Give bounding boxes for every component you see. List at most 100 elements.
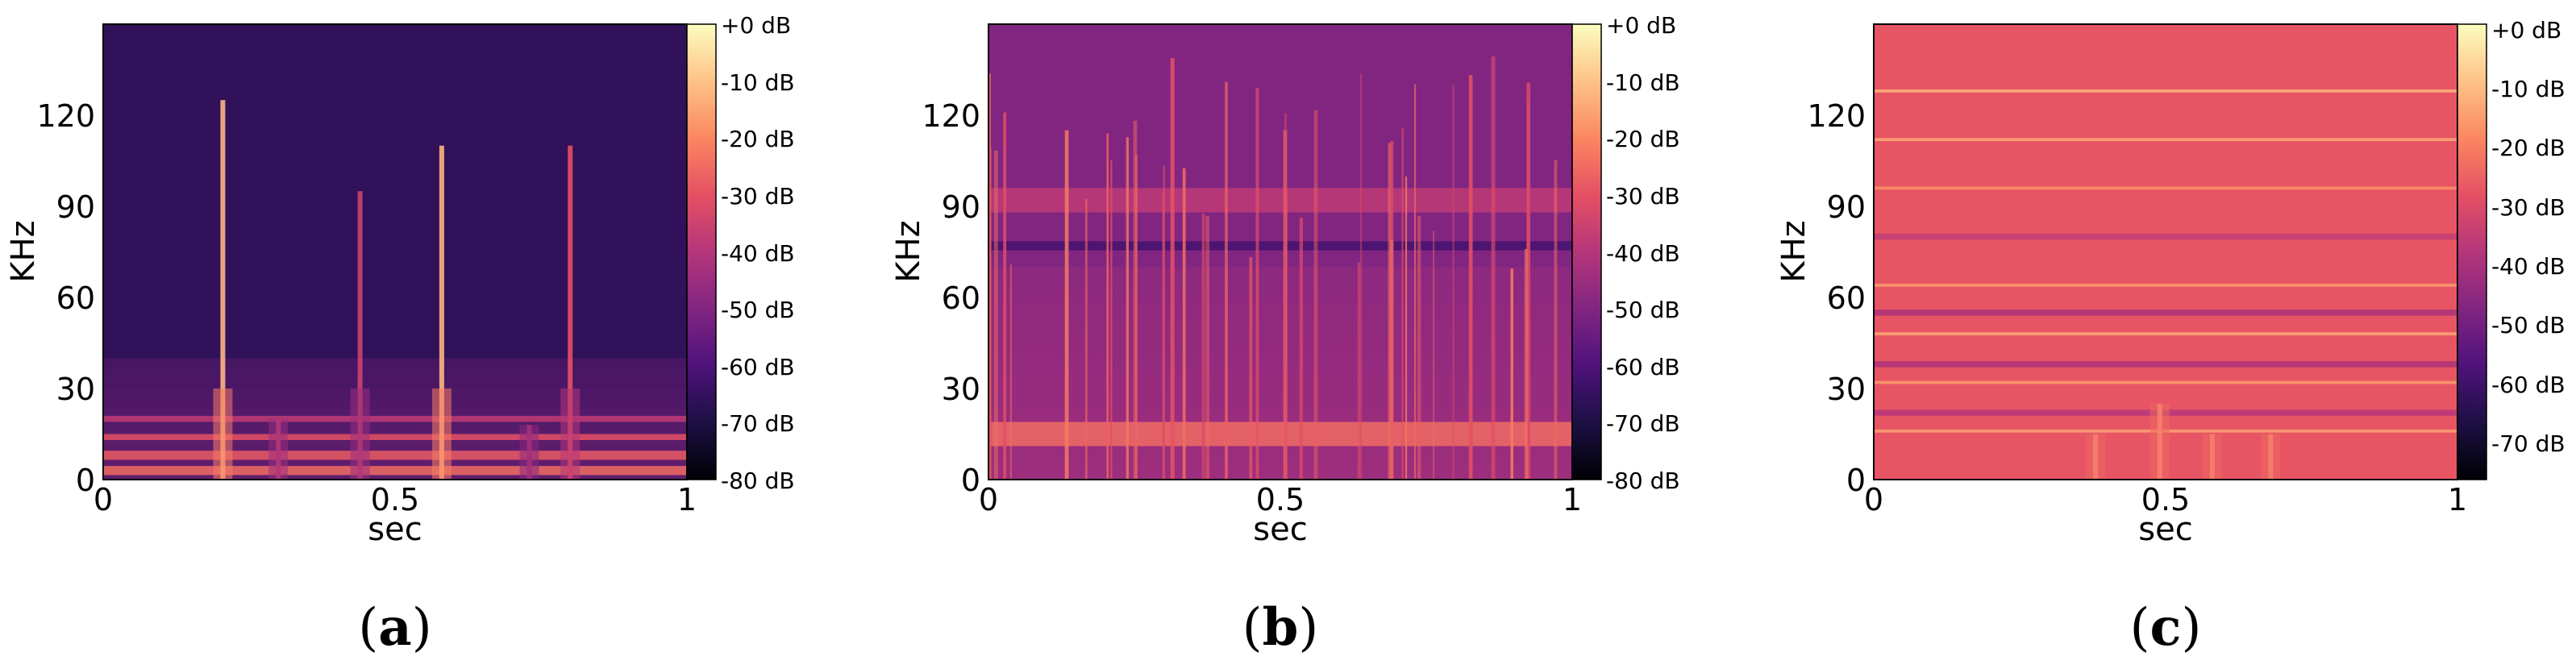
click-line [1163, 165, 1165, 480]
horizontal-band [1874, 310, 2457, 316]
vertical-event-glow [2149, 403, 2170, 480]
colorbar-tick-label: -40 dB [1606, 240, 1680, 267]
horizontal-band [1874, 186, 2457, 190]
colorbar-a-ticks: +0 dB -10 dB -20 dB -30 dB -40 dB -50 dB… [721, 12, 795, 494]
click-line [1510, 268, 1513, 480]
colorbar-c-ticks: +0 dB -10 dB -20 dB -30 dB -40 dB -50 dB… [2491, 17, 2566, 457]
colorbar-tick-label: +0 dB [2491, 17, 2561, 44]
x-axis-label: sec [368, 511, 422, 548]
colorbar-tick-label: -30 dB [721, 183, 795, 210]
colorbar-c [2457, 23, 2487, 480]
colorbar-tick-label: -50 dB [1606, 297, 1680, 323]
click-line [1389, 239, 1394, 480]
vertical-event-glow [2202, 434, 2222, 480]
x-tick-label: 1 [1563, 482, 1582, 517]
spectrogram-a-y-ticks: 0 30 60 90 120 [36, 98, 95, 498]
y-tick-label: 90 [1827, 189, 1866, 225]
click-line [1106, 133, 1109, 480]
click-line [1414, 84, 1417, 480]
y-tick-label: 120 [922, 98, 980, 134]
colorbar-tick-label: -50 dB [721, 297, 795, 323]
spectrogram-a-heat [103, 100, 687, 480]
colorbar-tick-label: +0 dB [1606, 12, 1676, 39]
spectrogram-a-x-ticks: 0 0.5 1 [94, 482, 697, 517]
click-line [1360, 73, 1363, 480]
horizontal-band [103, 451, 687, 460]
click-line [1554, 160, 1558, 480]
energy-band [988, 267, 1572, 285]
spectrogram-c-x-ticks: 0 0.5 1 [1864, 482, 2467, 517]
colorbar-tick-label: -30 dB [2491, 194, 2566, 221]
panel-label-c: (c) [2130, 597, 2202, 658]
vertical-event-glow [268, 418, 289, 480]
colorbar-tick-label: -80 dB [1606, 467, 1680, 494]
x-tick-label: 0 [979, 482, 998, 517]
horizontal-band [1874, 284, 2457, 287]
click-line [1299, 217, 1303, 480]
energy-band [988, 462, 1572, 480]
colorbar-tick-label: -70 dB [2491, 430, 2566, 457]
energy-band [988, 302, 1572, 321]
horizontal-band [988, 422, 1572, 447]
click-line [1313, 110, 1318, 480]
click-line [1009, 264, 1012, 480]
spectrogram-b-x-ticks: 0 0.5 1 [979, 482, 1582, 517]
colorbar-tick-label: -40 dB [2491, 253, 2566, 280]
colorbar-tick-label: -20 dB [1606, 126, 1680, 152]
x-tick-label: 1 [2448, 482, 2467, 517]
click-line [1524, 248, 1528, 480]
energy-band [988, 391, 1572, 409]
click-line [1126, 137, 1129, 480]
horizontal-band [988, 241, 1572, 251]
click-line [1405, 176, 1408, 480]
y-tick-label: 30 [56, 372, 95, 407]
spectrogram-panel-b: 0 30 60 90 120 0 0.5 1 sec KHz +0 dB -10… [890, 12, 1680, 658]
vertical-event-glow [2086, 434, 2106, 480]
colorbar-b-ticks: +0 dB -10 dB -20 dB -30 dB -40 dB -50 dB… [1606, 12, 1680, 494]
click-line [993, 150, 998, 480]
horizontal-band [103, 466, 687, 476]
y-tick-label: 30 [1827, 372, 1866, 407]
vertical-event-glow [431, 389, 452, 480]
click-line [1084, 198, 1088, 480]
click-line [1284, 113, 1287, 480]
energy-band [103, 358, 687, 368]
spectrogram-b-heat [988, 56, 1572, 480]
vertical-event-glow [350, 389, 370, 480]
y-tick-label: 90 [56, 189, 95, 225]
vertical-event-glow [213, 389, 233, 480]
energy-band [988, 285, 1572, 303]
click-line [1255, 87, 1259, 480]
colorbar-tick-label: -70 dB [1606, 410, 1680, 437]
y-tick-label: 30 [942, 372, 980, 407]
energy-band [103, 368, 687, 379]
energy-band [988, 320, 1572, 339]
horizontal-band [1874, 138, 2457, 142]
spectrogram-b-y-ticks: 0 30 60 90 120 [922, 98, 980, 498]
click-line [1110, 160, 1113, 480]
y-tick-label: 60 [942, 280, 980, 316]
vertical-event-glow [519, 425, 539, 480]
y-tick-label: 120 [1807, 98, 1866, 134]
colorbar-tick-label: -60 dB [2491, 372, 2566, 398]
panel-letter: c [2150, 597, 2182, 658]
click-line [1201, 214, 1205, 480]
x-tick-label: 0 [94, 482, 113, 517]
x-tick-label: 0.5 [371, 482, 419, 517]
horizontal-band [1874, 380, 2457, 384]
y-tick-label: 90 [942, 189, 980, 225]
y-tick-label: 0 [961, 463, 980, 498]
click-line [989, 148, 992, 480]
y-axis-label: KHz [1775, 220, 1812, 282]
energy-band [988, 444, 1572, 463]
colorbar-tick-label: -60 dB [721, 354, 795, 380]
colorbar-tick-label: -20 dB [721, 126, 795, 152]
energy-band [988, 355, 1572, 374]
horizontal-band [1874, 361, 2457, 368]
click-line [1283, 130, 1288, 480]
spectrogram-panel-a: 0 30 60 90 120 0 0.5 1 sec KHz +0 dB -10… [5, 12, 795, 658]
y-tick-label: 0 [76, 463, 95, 498]
colorbar-b [1571, 23, 1602, 480]
panel-letter: a [378, 597, 411, 658]
vertical-event-glow [560, 389, 581, 480]
